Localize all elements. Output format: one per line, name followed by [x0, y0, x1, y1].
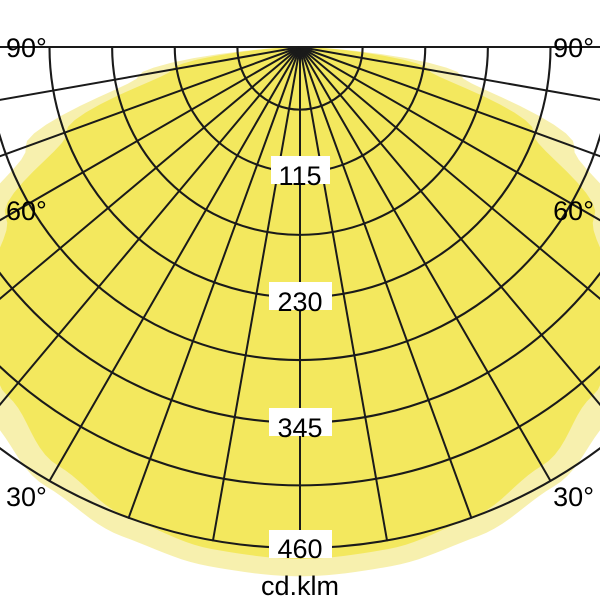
radial-value-labels: 115 230 345 460: [269, 156, 332, 564]
angle-ray-40: [299, 46, 600, 407]
angle-ray-50: [0, 46, 301, 301]
radial-label-460: 460: [269, 530, 332, 564]
angular-grid-rays: [0, 46, 600, 549]
angle-ray-20: [127, 46, 301, 519]
radial-label-230-text: 230: [277, 287, 322, 317]
angle-label-30-left: 30°: [6, 482, 47, 512]
radial-label-345-text: 345: [277, 413, 322, 443]
angle-ray-30: [48, 46, 301, 482]
angle-ray-60: [299, 46, 600, 222]
angle-ray-70: [299, 46, 600, 158]
angle-ray-10: [212, 46, 301, 542]
angle-ray-50: [299, 46, 600, 301]
radial-label-115-text: 115: [278, 161, 321, 191]
radial-label-115: 115: [271, 156, 330, 191]
angle-label-90-left: 90°: [6, 33, 47, 63]
angle-ray-80: [0, 46, 301, 101]
angle-label-30-right: 30°: [553, 482, 594, 512]
angle-labels: 90° 60° 30° 90° 60° 30°: [6, 33, 594, 512]
angle-ray-70: [0, 46, 301, 158]
angle-ray-30: [299, 46, 552, 482]
angle-ray-40: [0, 46, 301, 407]
radial-label-230: 230: [269, 282, 332, 317]
unit-label: cd.klm: [261, 571, 339, 600]
angle-label-60-left: 60°: [6, 196, 47, 226]
angle-ray-80: [299, 46, 600, 101]
angle-ray-20: [299, 46, 473, 519]
radial-label-460-text: 460: [277, 534, 322, 564]
angle-ray-60: [0, 46, 301, 222]
radial-label-345: 345: [269, 408, 332, 443]
angle-ray-10: [299, 46, 388, 542]
angle-label-90-right: 90°: [553, 33, 594, 63]
angle-label-60-right: 60°: [553, 196, 594, 226]
